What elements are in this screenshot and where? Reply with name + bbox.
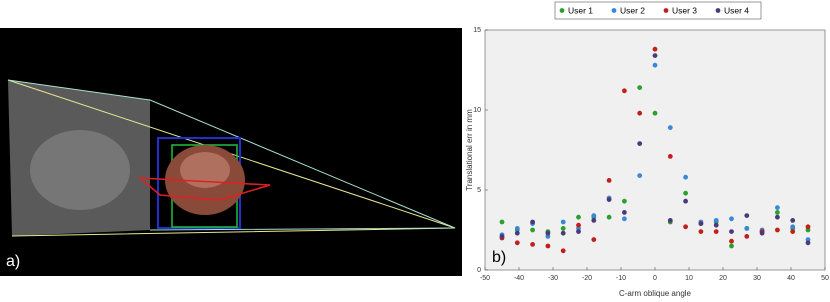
point xyxy=(530,219,535,225)
point xyxy=(683,174,688,180)
point xyxy=(499,234,505,239)
legend-marker xyxy=(611,8,617,13)
point xyxy=(729,238,734,244)
y-tick-label: 15 xyxy=(473,27,481,34)
legend-marker xyxy=(559,8,565,13)
point xyxy=(744,213,750,219)
point xyxy=(560,230,566,236)
point xyxy=(560,219,566,225)
point xyxy=(729,243,734,249)
point xyxy=(698,229,704,235)
point xyxy=(637,110,643,116)
plot-area xyxy=(484,29,826,271)
point xyxy=(622,198,627,204)
legend-marker xyxy=(663,8,669,13)
x-tick-label: -40 xyxy=(514,275,524,282)
point xyxy=(652,46,658,52)
point xyxy=(683,198,688,204)
point xyxy=(637,85,643,90)
y-tick-label: 0 xyxy=(477,267,481,274)
point xyxy=(514,240,520,246)
point xyxy=(790,224,796,230)
point xyxy=(805,240,811,246)
point xyxy=(744,234,750,239)
point xyxy=(591,218,597,223)
point xyxy=(560,226,566,231)
x-tick-label: 30 xyxy=(753,275,761,282)
point xyxy=(683,190,688,196)
point xyxy=(514,230,520,236)
point xyxy=(591,237,597,243)
point xyxy=(652,110,658,116)
point xyxy=(606,214,612,220)
legend xyxy=(554,1,762,20)
point xyxy=(667,154,673,159)
point xyxy=(775,214,780,220)
point xyxy=(713,222,719,228)
x-tick-label: -20 xyxy=(582,275,592,282)
point xyxy=(775,205,780,211)
legend-label: User 4 xyxy=(724,5,749,15)
point xyxy=(790,229,796,235)
point xyxy=(683,224,688,230)
x-tick-label: -10 xyxy=(616,275,626,282)
point xyxy=(790,218,796,223)
point xyxy=(652,62,658,68)
point xyxy=(667,125,673,130)
point xyxy=(775,227,780,233)
point xyxy=(530,242,535,247)
panel-label: a) xyxy=(6,253,20,270)
point xyxy=(545,243,551,249)
point xyxy=(499,219,505,225)
x-tick-label: -30 xyxy=(548,275,558,282)
point xyxy=(637,173,643,179)
x-tick-label: 20 xyxy=(719,275,727,282)
point xyxy=(545,230,551,236)
point xyxy=(698,221,704,227)
y-tick-label: 5 xyxy=(477,187,481,194)
point xyxy=(667,218,673,223)
point xyxy=(713,229,719,235)
panel-label: b) xyxy=(492,249,506,266)
red-plane xyxy=(137,177,271,201)
point xyxy=(576,222,581,228)
point xyxy=(622,88,627,94)
x-tick-label: 50 xyxy=(821,275,829,282)
x-tick-label: 10 xyxy=(685,275,693,282)
point xyxy=(591,213,597,219)
point xyxy=(606,197,612,203)
point xyxy=(729,216,734,222)
legend-label: User 1 xyxy=(568,5,593,15)
point xyxy=(805,224,811,230)
point xyxy=(622,216,627,222)
point xyxy=(729,229,734,235)
legend-marker xyxy=(715,8,721,13)
ct-volume xyxy=(180,152,230,188)
point xyxy=(514,226,520,231)
point xyxy=(576,214,581,220)
point xyxy=(622,210,627,215)
x-axis-label: C-arm oblique angle xyxy=(619,289,692,298)
x-tick-label: 0 xyxy=(653,275,657,282)
point xyxy=(576,229,581,235)
y-axis-label: Translational err in mm xyxy=(465,109,474,191)
x-tick-label: -50 xyxy=(480,275,490,282)
point xyxy=(775,210,780,215)
x-tick-label: 40 xyxy=(787,275,795,282)
y-tick-label: 10 xyxy=(473,107,481,114)
point xyxy=(652,53,658,58)
point xyxy=(759,230,765,236)
legend-label: User 2 xyxy=(620,5,645,15)
rendering-panel: a) xyxy=(0,28,462,276)
point xyxy=(744,226,750,231)
projection-line xyxy=(7,79,456,231)
legend-label: User 3 xyxy=(672,5,697,15)
point xyxy=(560,248,566,254)
pelvis-shadow xyxy=(30,130,130,210)
point xyxy=(637,141,643,147)
point xyxy=(606,178,612,183)
point xyxy=(713,218,719,223)
point xyxy=(530,227,535,233)
